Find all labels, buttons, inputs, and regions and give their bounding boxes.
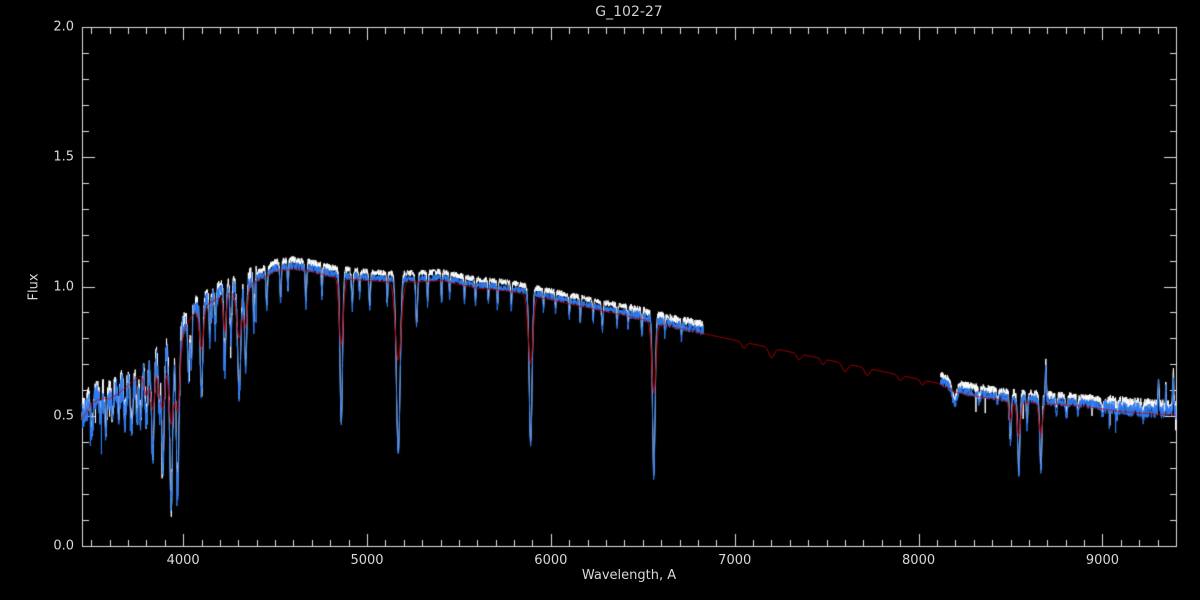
x-tick-label: 8000 — [902, 553, 936, 568]
y-axis-label: Flux — [26, 273, 42, 301]
x-tick-label: 6000 — [534, 553, 568, 568]
x-axis-label: Wavelength, A — [581, 568, 677, 583]
x-tick-label: 4000 — [166, 553, 200, 568]
y-tick-label: 0.5 — [53, 408, 74, 424]
x-tick-label: 7000 — [718, 553, 752, 568]
y-tick-label: 1.5 — [53, 149, 74, 165]
y-tick-label: 1.0 — [53, 279, 74, 294]
x-tick-label: 5000 — [350, 553, 384, 568]
y-tick-label: 0.0 — [53, 538, 74, 554]
chart-title: G_102-27 — [595, 4, 663, 20]
x-tick-label: 9000 — [1085, 553, 1119, 568]
y-tick-label: 2.0 — [53, 19, 74, 35]
